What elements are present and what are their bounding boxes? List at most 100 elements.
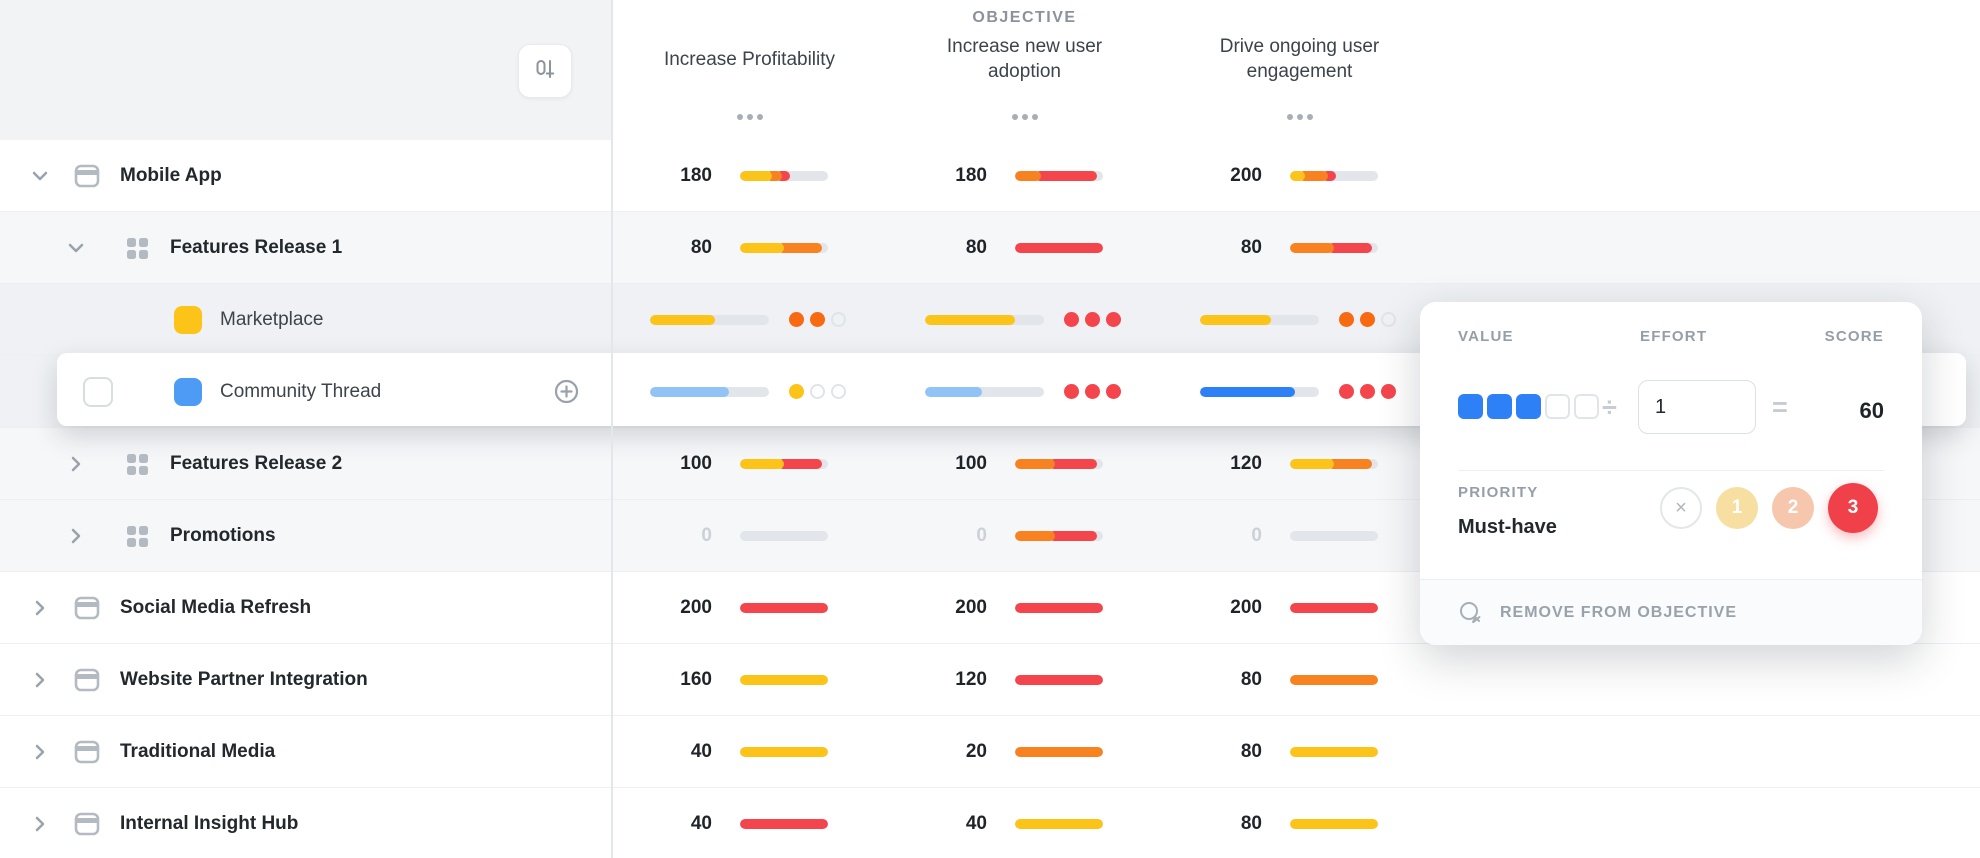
score-cell[interactable]: 200 [612,572,887,643]
rating-cell[interactable] [1162,356,1437,427]
item-label: Promotions [170,524,276,546]
score-bar [1290,530,1378,541]
tree-item-promotions[interactable]: Promotions [0,500,612,571]
tree-item-marketplace[interactable]: Marketplace [0,284,612,355]
column-menu-ellipsis-icon[interactable] [1162,114,1437,120]
score-cell[interactable]: 160 [612,644,887,715]
score-cell[interactable]: 200 [887,572,1162,643]
item-label: Website Partner Integration [120,668,368,690]
score-cell[interactable]: 0 [612,500,887,571]
score-cell[interactable]: 80 [1162,212,1437,283]
tree-item-community-thread[interactable]: Community Thread [0,356,612,427]
priority-option-2[interactable]: 2 [1772,487,1814,529]
score-cell[interactable]: 180 [612,140,887,211]
rating-dot-yellow[interactable] [789,384,804,399]
chevron-right-icon[interactable] [28,668,52,692]
score-cell[interactable]: 200 [1162,140,1437,211]
score-cell[interactable]: 20 [887,716,1162,787]
tree-item-traditional-media[interactable]: Traditional Media [0,716,612,787]
value-square-5[interactable] [1574,394,1599,419]
tree-item-features-release-1[interactable]: Features Release 1 [0,212,612,283]
chevron-right-icon[interactable] [28,596,52,620]
score-cell[interactable]: 0 [887,500,1162,571]
rating-dot-empty[interactable] [831,312,846,327]
column-header-drive-ongoing-user-engagement[interactable]: Drive ongoing user engagement [1219,36,1380,82]
chevron-right-icon[interactable] [64,524,88,548]
score-cell[interactable]: 80 [1162,644,1437,715]
column-menu-ellipsis-icon[interactable] [612,114,887,120]
priority-option-none[interactable]: × [1660,487,1702,529]
rating-dot-empty[interactable] [1381,312,1396,327]
rating-dot-orange[interactable] [810,312,825,327]
item-color-swatch [174,305,202,334]
tree-item-internal-insight-hub[interactable]: Internal Insight Hub [0,788,612,858]
score-number: 0 [976,524,987,546]
rating-cell[interactable] [1162,284,1437,355]
score-cell[interactable]: 80 [612,212,887,283]
add-plus-icon[interactable] [550,376,582,408]
tree-item-features-release-2[interactable]: Features Release 2 [0,428,612,499]
priority-option-1[interactable]: 1 [1716,487,1758,529]
rating-dot-empty[interactable] [810,384,825,399]
score-cell[interactable]: 180 [887,140,1162,211]
rating-dot-red[interactable] [1106,384,1121,399]
tree-item-social-media-refresh[interactable]: Social Media Refresh [0,572,612,643]
score-cell[interactable]: 120 [887,644,1162,715]
column-menu-ellipsis-icon[interactable] [887,114,1162,120]
rating-cell[interactable] [887,284,1162,355]
score-cell[interactable]: 40 [612,716,887,787]
score-cell[interactable]: 40 [612,788,887,858]
item-rows: Mobile App 180 180 200 Features Release … [0,140,1980,858]
popover-divider [1458,470,1884,471]
rating-dots [1339,384,1396,399]
column-header-increase-profitability[interactable]: Increase Profitability [663,48,836,70]
chevron-right-icon[interactable] [28,812,52,836]
value-square-1[interactable] [1458,394,1483,419]
score-cell[interactable]: 0 [1162,500,1437,571]
value-square-3[interactable] [1516,394,1541,419]
rating-cell[interactable] [887,356,1162,427]
view-settings-button[interactable] [518,44,572,98]
score-bar [1290,818,1378,829]
rating-dot-red[interactable] [1381,384,1396,399]
rating-dot-red[interactable] [1106,312,1121,327]
rating-dot-red[interactable] [1064,312,1079,327]
rating-dot-red[interactable] [1085,384,1100,399]
rating-dot-red[interactable] [1339,384,1354,399]
score-cell[interactable]: 80 [887,212,1162,283]
chevron-down-icon[interactable] [28,164,52,188]
chevron-right-icon[interactable] [28,740,52,764]
score-cell[interactable]: 120 [1162,428,1437,499]
score-cell[interactable]: 100 [612,428,887,499]
row-checkbox[interactable] [83,376,113,407]
objective-cells: 0 0 0 [612,500,1980,571]
rating-dot-orange[interactable] [1339,312,1354,327]
chevron-right-icon[interactable] [64,452,88,476]
effort-input[interactable] [1638,380,1756,434]
value-square-4[interactable] [1545,394,1570,419]
tree-item-mobile-app[interactable]: Mobile App [0,140,612,211]
rating-cell[interactable] [612,284,887,355]
rating-dot-orange[interactable] [1360,312,1375,327]
score-bar [1290,602,1378,613]
rating-dot-empty[interactable] [831,384,846,399]
rating-cell[interactable] [612,356,887,427]
value-square-2[interactable] [1487,394,1512,419]
score-cell[interactable]: 40 [887,788,1162,858]
chevron-down-icon[interactable] [64,236,88,260]
priority-option-3[interactable]: 3 [1828,483,1878,533]
rating-dot-orange[interactable] [789,312,804,327]
score-bar [1290,674,1378,685]
score-cell[interactable]: 80 [1162,788,1437,858]
tree-item-website-partner-integration[interactable]: Website Partner Integration [0,644,612,715]
score-cell[interactable]: 100 [887,428,1162,499]
value-bar [925,314,1044,325]
priority-label: PRIORITY [1458,484,1539,501]
score-cell[interactable]: 80 [1162,716,1437,787]
score-cell[interactable]: 200 [1162,572,1437,643]
rating-dot-red[interactable] [1085,312,1100,327]
column-header-increase-new-user-adoption[interactable]: Increase new user adoption [946,36,1103,82]
rating-dot-red[interactable] [1064,384,1079,399]
rating-dot-red[interactable] [1360,384,1375,399]
remove-from-objective-button[interactable]: REMOVE FROM OBJECTIVE [1420,579,1922,645]
